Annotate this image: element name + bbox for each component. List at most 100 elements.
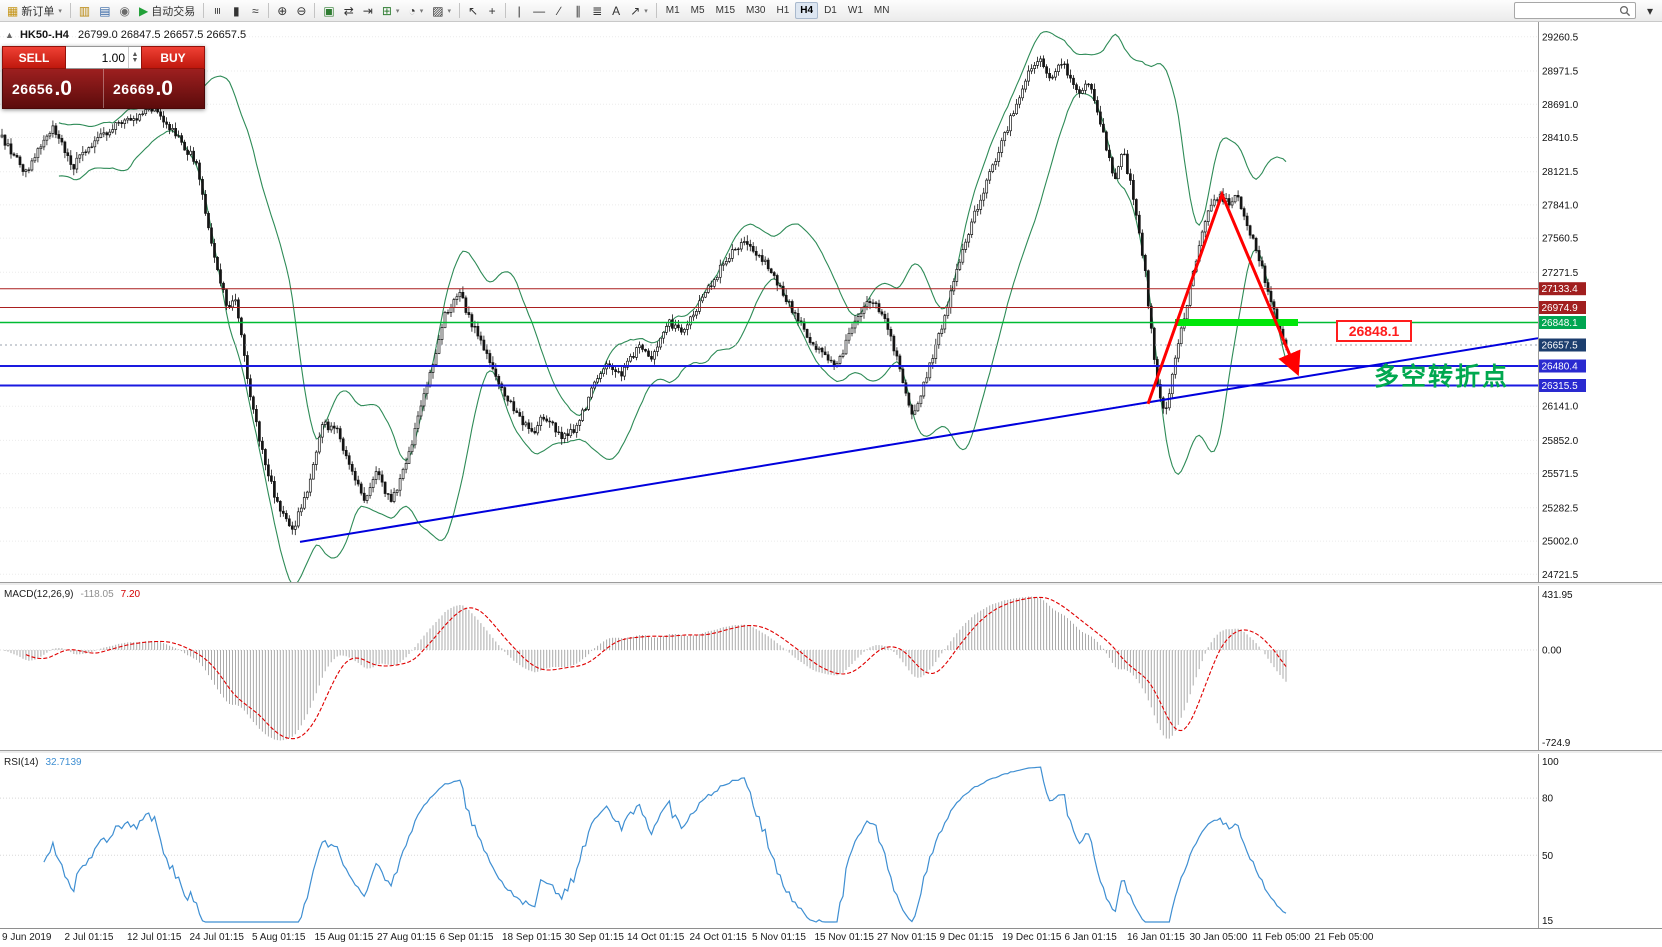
time-label: 2 Jul 01:15 xyxy=(64,932,114,943)
price-badge-label: 26315.5 xyxy=(1542,381,1579,392)
arrows-tool-button[interactable]: ↗ ▾ xyxy=(626,2,652,20)
sell-price[interactable]: 26656.0 xyxy=(12,76,72,100)
text-tool-button[interactable]: A xyxy=(607,2,625,20)
support-trendline[interactable] xyxy=(299,337,1539,543)
timeframe-m5[interactable]: M5 xyxy=(690,5,705,16)
timeframe-h1[interactable]: H1 xyxy=(776,5,790,16)
tile-windows-button[interactable]: ▣ xyxy=(319,2,338,20)
price-callout-box[interactable]: 26848.1 xyxy=(1336,320,1412,342)
vertical-line-tool-button[interactable]: | xyxy=(510,2,528,20)
timeframe-mn[interactable]: MN xyxy=(873,5,890,16)
time-label: 15 Aug 01:15 xyxy=(314,932,374,943)
search-icon[interactable] xyxy=(1619,5,1631,17)
macd-panel-canvas[interactable]: 431.95 0.00 -724.9 xyxy=(0,586,1662,750)
alerts-icon-button[interactable]: ◉ xyxy=(116,2,134,20)
zoom-in-button[interactable]: ⊕ xyxy=(273,2,291,20)
toolbar-separator xyxy=(655,3,657,18)
chevron-down-icon: ▾ xyxy=(419,7,424,15)
fibonacci-tool-button[interactable]: ≣ xyxy=(588,2,606,20)
periods-icon: ◔ xyxy=(408,3,416,18)
trendline-tool-button[interactable]: ∕ xyxy=(550,2,568,20)
new-order-button[interactable]: ▦ 新订单 ▾ xyxy=(3,2,66,20)
cursor-tool-button[interactable]: ↖ xyxy=(464,2,482,20)
bollinger-lower-band xyxy=(58,92,1287,582)
rsi-axis-tick: 100 xyxy=(1542,757,1559,768)
timeframe-m1[interactable]: M1 xyxy=(665,5,680,16)
templates-button[interactable]: ▨ ▾ xyxy=(428,2,455,20)
bear-candles xyxy=(3,58,1288,530)
profiles-icon-button[interactable]: ▤ xyxy=(95,2,114,20)
new-order-button-label: 新订单 xyxy=(21,5,55,18)
volume-stepper: ▲ ▼ xyxy=(66,46,141,69)
zoom-out-button[interactable]: ⊖ xyxy=(292,2,310,20)
price-tick: 28121.5 xyxy=(1542,167,1579,178)
main-chart-canvas[interactable]: 29260.5 28971.5 28691.0 28410.5 28121.5 27841… xyxy=(0,22,1662,582)
buy-button[interactable]: BUY xyxy=(141,46,205,69)
ohlc-info: ▲ HK50-.H4 26799.0 26847.5 26657.5 26657… xyxy=(5,29,246,41)
horizontal-line-tool-button[interactable]: — xyxy=(529,2,549,20)
volume-input[interactable] xyxy=(66,47,128,68)
search-dropdown-button[interactable]: ▾ xyxy=(1641,2,1659,20)
templates-icon: ▨ xyxy=(432,3,444,18)
line-chart-icon-button[interactable]: ≈ xyxy=(246,2,264,20)
toolbar-separator xyxy=(69,3,71,18)
candle-wicks xyxy=(1,55,1287,536)
volume-up-icon[interactable]: ▲ xyxy=(131,50,139,58)
channel-tool-button[interactable]: ∥ xyxy=(569,2,587,20)
alerts-icon-icon: ◉ xyxy=(119,3,131,18)
profiles-icon-icon: ▤ xyxy=(99,3,111,18)
panel-separator[interactable] xyxy=(0,750,1662,754)
chart-shift-button[interactable]: ⇥ xyxy=(359,2,377,20)
candlestick-chart-icon-button[interactable]: ▮ xyxy=(227,2,245,20)
time-label: 30 Jan 05:00 xyxy=(1189,932,1248,943)
macd-label: MACD(12,26,9) -118.05 7.20 xyxy=(4,589,141,600)
buy-price[interactable]: 26669.0 xyxy=(103,69,204,108)
reversal-arrow[interactable] xyxy=(1146,190,1301,405)
price-tick: 28410.5 xyxy=(1542,133,1579,144)
price-tick: 29260.5 xyxy=(1542,32,1579,43)
rsi-line xyxy=(43,766,1287,923)
price-tick: 28971.5 xyxy=(1542,67,1579,78)
bar-chart-icon-button[interactable]: ≡ xyxy=(208,2,226,20)
timeframe-d1[interactable]: D1 xyxy=(824,5,837,16)
turning-point-label[interactable]: 多空转折点 xyxy=(1374,363,1510,391)
chevron-down-icon: ▾ xyxy=(644,7,648,15)
panel-separator[interactable] xyxy=(0,582,1662,586)
time-label: 6 Jan 01:15 xyxy=(1064,932,1117,943)
autotrading-icon: ▶ xyxy=(139,3,149,18)
price-tick: 24721.5 xyxy=(1542,570,1579,581)
charts-grid-icon-button[interactable]: ▥ xyxy=(75,2,94,20)
time-label: 24 Jul 01:15 xyxy=(189,932,245,943)
time-label: 5 Nov 01:15 xyxy=(752,932,806,943)
indicators-button[interactable]: ⊞ ▾ xyxy=(378,2,404,20)
autotrading-button[interactable]: ▶ 自动交易 xyxy=(135,2,199,20)
time-label: 5 Aug 01:15 xyxy=(252,932,306,943)
timeframe-w1[interactable]: W1 xyxy=(847,5,863,16)
search-input[interactable] xyxy=(1519,4,1619,17)
timeframe-h4[interactable]: H4 xyxy=(795,2,819,19)
chart-shift-icon: ⇥ xyxy=(362,3,373,18)
timeframe-m30[interactable]: M30 xyxy=(746,5,766,16)
rsi-panel-canvas[interactable]: 100 80 50 15 xyxy=(0,754,1662,928)
line-chart-icon-icon: ≈ xyxy=(251,3,259,18)
timeframe-m15[interactable]: M15 xyxy=(715,5,736,16)
collapse-panel-icon[interactable]: ▲ xyxy=(5,30,14,40)
price-tick: 25571.5 xyxy=(1542,469,1579,480)
macd-axis-tick: 431.95 xyxy=(1542,590,1573,601)
chevron-down-icon: ▾ xyxy=(395,7,400,15)
cursor-tool-icon: ↖ xyxy=(468,3,479,18)
search-box[interactable] xyxy=(1514,2,1636,19)
chevron-down-icon: ▾ xyxy=(447,7,452,15)
periods-button[interactable]: ◔ ▾ xyxy=(404,2,427,20)
price-badge xyxy=(1539,301,1586,314)
crosshair-tool-button[interactable]: + xyxy=(483,2,501,20)
time-label: 15 Nov 01:15 xyxy=(814,932,875,943)
auto-scroll-button[interactable]: ⇄ xyxy=(340,2,358,20)
auto-scroll-icon: ⇄ xyxy=(343,3,354,18)
toolbar-separator xyxy=(203,3,205,18)
price-badge-label: 26480.4 xyxy=(1542,362,1579,373)
volume-down-icon[interactable]: ▼ xyxy=(131,56,139,64)
candlestick-chart-icon-icon: ▮ xyxy=(232,3,240,18)
time-axis[interactable]: 9 Jun 2019 2 Jul 01:15 12 Jul 01:15 24 Jul … xyxy=(0,928,1662,947)
sell-button[interactable]: SELL xyxy=(2,46,66,69)
